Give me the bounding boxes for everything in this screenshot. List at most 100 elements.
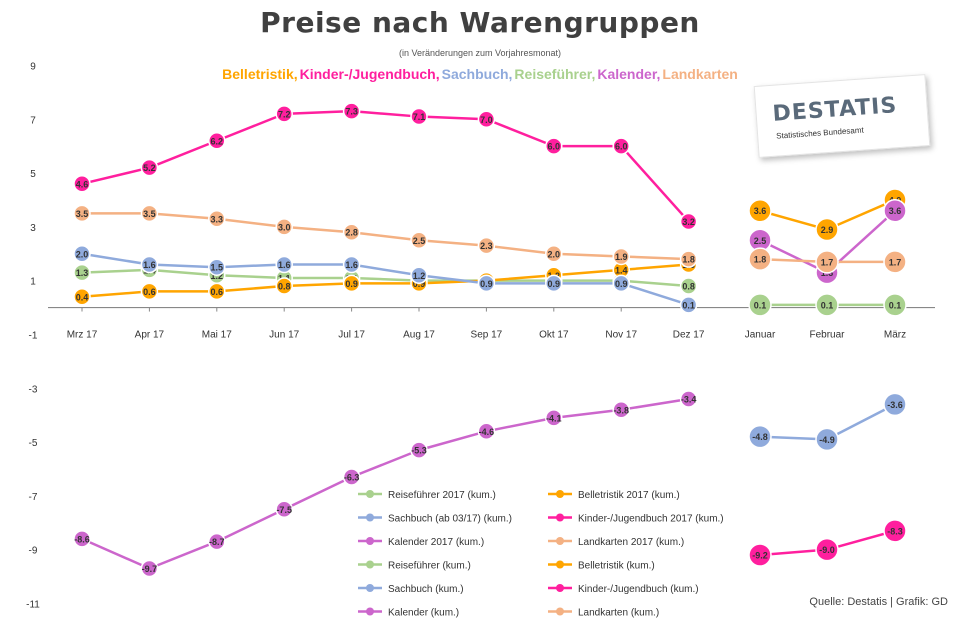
chart-title: Preise nach Warengruppen	[260, 6, 700, 39]
data-label: 3.5	[143, 209, 156, 219]
data-point	[73, 288, 91, 306]
x-tick-label: Januar	[745, 330, 776, 341]
series-name-5: Landkarten	[662, 66, 738, 82]
legend-label: Landkarten 2017 (kum.)	[578, 537, 684, 548]
source-note: Quelle: Destatis | Grafik: GD	[809, 596, 948, 608]
data-point	[545, 274, 563, 293]
data-point	[73, 245, 91, 263]
series-name-3: Reiseführer,	[514, 66, 596, 82]
data-point	[883, 392, 907, 417]
data-point	[883, 250, 907, 274]
data-point	[748, 424, 772, 449]
data-point	[73, 175, 91, 193]
data-label: 3.0	[278, 222, 291, 232]
series-line-3	[81, 109, 690, 223]
data-point	[73, 263, 91, 282]
data-label: 2.5	[413, 236, 426, 246]
data-point	[612, 137, 630, 155]
series-name-1: Kinder-/Jugendbuch,	[299, 66, 440, 82]
x-tick-label: Sep 17	[471, 330, 503, 341]
series-name-4: Kalender,	[597, 66, 661, 82]
series-name-0: Belletristik,	[222, 66, 298, 82]
data-point	[748, 198, 772, 223]
data-label: -9.0	[819, 545, 835, 555]
data-point	[815, 217, 839, 242]
data-label: 1.3	[76, 268, 89, 278]
data-label: 2.8	[345, 228, 358, 238]
legend-label: Reiseführer 2017 (kum.)	[388, 490, 496, 501]
data-point	[477, 422, 496, 441]
legend-label: Sachbuch (kum.)	[388, 584, 464, 595]
y-tick-label: 3	[30, 223, 36, 234]
data-point	[410, 231, 428, 250]
data-point	[410, 107, 428, 126]
x-tick-label: Mrz 17	[67, 330, 98, 341]
data-label: -8.7	[209, 537, 225, 547]
data-label: 5.2	[143, 163, 156, 173]
series-name-2: Sachbuch,	[441, 66, 513, 82]
y-tick-label: -3	[29, 384, 38, 395]
legend-swatch-marker	[556, 513, 564, 522]
data-label: 1.8	[754, 255, 767, 265]
data-label: -3.8	[613, 405, 629, 415]
data-point	[342, 255, 361, 274]
legend-swatch-marker	[366, 537, 374, 545]
data-label: 6.0	[548, 142, 561, 152]
data-label: 1.5	[211, 263, 224, 273]
data-label: 0.1	[682, 300, 695, 310]
data-label: 0.1	[754, 300, 767, 310]
data-point	[815, 250, 839, 274]
data-point	[477, 236, 496, 255]
legend-swatch-marker	[556, 537, 564, 545]
data-label: -9.2	[752, 551, 768, 561]
data-label: -4.9	[819, 435, 835, 445]
data-label: 1.7	[889, 257, 902, 267]
data-label: 1.6	[143, 260, 156, 270]
legend-label: Belletristik (kum.)	[578, 561, 655, 572]
data-label: -9.7	[142, 564, 158, 574]
data-label: 0.9	[480, 279, 493, 289]
legend-label: Belletristik 2017 (kum.)	[578, 490, 680, 501]
legend-swatch-marker	[366, 490, 374, 498]
data-point	[883, 198, 907, 223]
data-label: 4.6	[76, 179, 89, 189]
legend-label: Kinder-/Jugendbuch 2017 (kum.)	[578, 514, 724, 525]
data-label: 6.0	[615, 142, 628, 152]
data-point	[140, 255, 159, 274]
data-point	[275, 218, 293, 236]
legend-label: Kalender 2017 (kum.)	[388, 537, 484, 548]
data-label: 7.0	[480, 115, 493, 125]
legend-label: Landkarten (kum.)	[578, 608, 659, 619]
data-point	[815, 537, 839, 562]
series-line-5	[82, 212, 689, 261]
data-point	[883, 519, 907, 543]
data-label: 7.1	[413, 112, 426, 122]
data-label: -5.3	[411, 446, 427, 456]
series-line-1	[81, 263, 689, 299]
x-tick-label: Jun 17	[269, 330, 299, 341]
legend-label: Kalender (kum.)	[388, 608, 459, 619]
data-label: 2.3	[480, 241, 493, 251]
data-label: 1.7	[821, 257, 834, 267]
data-label: 1.2	[413, 271, 426, 281]
data-label: 0.8	[278, 282, 291, 292]
data-point	[748, 247, 772, 271]
data-label: -4.6	[479, 427, 495, 437]
data-label: -8.6	[74, 534, 90, 544]
legend-swatch-marker	[556, 584, 564, 592]
data-label: 0.1	[821, 300, 834, 310]
legend-label: Kinder-/Jugendbuch (kum.)	[578, 584, 699, 595]
legend-label: Sachbuch (ab 03/17) (kum.)	[388, 514, 512, 525]
data-point	[545, 409, 563, 427]
data-point	[679, 390, 698, 408]
x-tick-label: Apr 17	[135, 330, 165, 341]
data-label: -4.8	[752, 432, 768, 442]
data-point	[815, 293, 839, 317]
legend-label: Reiseführer (kum.)	[388, 561, 471, 572]
data-point	[275, 105, 293, 123]
data-point	[748, 543, 772, 567]
data-point	[748, 293, 772, 317]
data-label: 0.4	[76, 292, 89, 302]
data-label: 3.6	[754, 206, 767, 216]
